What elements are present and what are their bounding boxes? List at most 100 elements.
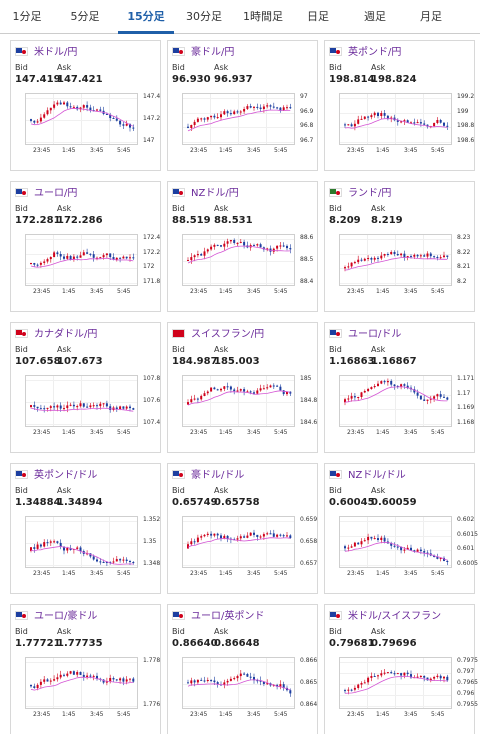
- pair-link[interactable]: ユーロ/英ポンド: [191, 611, 265, 622]
- mini-candlestick-chart[interactable]: [339, 234, 452, 286]
- pair-link[interactable]: スイスフラン/円: [191, 329, 265, 340]
- mini-candlestick-chart[interactable]: [182, 516, 295, 568]
- mini-candlestick-chart[interactable]: [182, 657, 295, 709]
- candle-body: [99, 257, 102, 259]
- mini-candlestick-chart[interactable]: [25, 234, 138, 286]
- rate-card[interactable]: ユーロ/豪ドル Bid Ask 1.77721 1.77735 1.778 1.7…: [10, 604, 161, 734]
- bid-label: Bid: [15, 627, 28, 636]
- candle-body: [239, 536, 242, 539]
- x-tick-label: 3:45: [90, 147, 104, 154]
- candle-body: [383, 113, 386, 116]
- candle-body: [403, 672, 406, 676]
- candle-body: [416, 254, 419, 257]
- pair-link[interactable]: カナダドル/円: [34, 329, 98, 340]
- tab-1[interactable]: 5分足: [70, 10, 100, 23]
- candle-body: [286, 535, 288, 537]
- candle-body: [92, 675, 95, 677]
- mini-candlestick-chart[interactable]: [182, 375, 295, 427]
- candle-body: [419, 395, 422, 400]
- gridline: [367, 376, 368, 426]
- candle-body: [115, 118, 118, 121]
- x-tick-label: 1:45: [62, 429, 76, 436]
- pair-link[interactable]: 豪ドル/ドル: [191, 470, 245, 481]
- y-tick-label: 0.796: [457, 690, 475, 697]
- pair-link[interactable]: NZドル/ドル: [348, 470, 406, 481]
- mini-candlestick-chart[interactable]: [339, 93, 452, 145]
- mini-candlestick-chart[interactable]: [339, 657, 452, 709]
- candle-body: [413, 550, 416, 552]
- mini-candlestick-chart[interactable]: [25, 375, 138, 427]
- tab-3[interactable]: 30分足: [186, 10, 222, 23]
- y-tick-label: 0.797: [457, 668, 475, 675]
- candle-body: [53, 406, 56, 408]
- pair-link[interactable]: 米ドル/円: [34, 47, 78, 58]
- candle-body: [96, 675, 98, 679]
- candle-body: [213, 680, 216, 683]
- rate-card[interactable]: 豪ドル/円 Bid Ask 96.930 96.937 97 96.9 96.8 96…: [167, 40, 318, 171]
- rate-card[interactable]: 米ドル/スイスフラン Bid Ask 0.79681 0.79696 0.797…: [324, 604, 478, 734]
- rate-card[interactable]: カナダドル/円 Bid Ask 107.658 107.673 107.8 107…: [10, 322, 161, 453]
- rate-card[interactable]: ユーロ/英ポンド Bid Ask 0.86640 0.86648 0.866 0.…: [167, 604, 318, 734]
- rate-card[interactable]: NZドル/ドル Bid Ask 0.60045 0.60059 0.602 0.6…: [324, 463, 478, 594]
- candle-body: [56, 102, 59, 105]
- y-tick-label: 0.865: [300, 679, 318, 686]
- pair-link[interactable]: 英ポンド/ドル: [34, 470, 98, 481]
- ca-flag-icon: [15, 329, 28, 338]
- tab-7[interactable]: 月足: [420, 10, 442, 23]
- candle-body: [109, 253, 112, 257]
- card-title: ユーロ/ドル: [329, 327, 401, 343]
- mini-candlestick-chart[interactable]: [25, 657, 138, 709]
- rate-card[interactable]: 英ポンド/ドル Bid Ask 1.34884 1.34894 1.352 1.3…: [10, 463, 161, 594]
- candle-body: [36, 544, 39, 549]
- candle-body: [390, 252, 393, 255]
- rate-card[interactable]: 米ドル/円 Bid Ask 147.419 147.421 147.4 147.2…: [10, 40, 161, 171]
- mini-candlestick-chart[interactable]: [182, 93, 295, 145]
- rate-card[interactable]: ランド/円 Bid Ask 8.209 8.219 8.23 8.22 8.21 8.…: [324, 181, 475, 312]
- tab-5[interactable]: 日足: [307, 10, 329, 23]
- x-tick-label: 3:45: [404, 570, 418, 577]
- rate-card[interactable]: ユーロ/ドル Bid Ask 1.16863 1.16867 1.171 1.17…: [324, 322, 475, 453]
- pair-link[interactable]: 英ポンド/円: [348, 47, 402, 58]
- rate-card[interactable]: NZドル/円 Bid Ask 88.519 88.531 88.6 88.5 88.…: [167, 181, 318, 312]
- card-title: 米ドル/円: [15, 45, 77, 61]
- pair-link[interactable]: ユーロ/豪ドル: [34, 611, 98, 622]
- pair-link[interactable]: ランド/円: [348, 188, 392, 199]
- card-title: カナダドル/円: [15, 327, 97, 343]
- candle-body: [125, 123, 128, 126]
- pair-link[interactable]: ユーロ/円: [34, 188, 78, 199]
- candle-body: [403, 384, 406, 386]
- tab-4[interactable]: 1時間足: [243, 10, 283, 23]
- mini-candlestick-chart[interactable]: [182, 234, 295, 286]
- candle-body: [276, 245, 279, 249]
- gridline: [266, 517, 267, 567]
- candle-body: [370, 258, 373, 260]
- rate-card[interactable]: 豪ドル/ドル Bid Ask 0.65749 0.65758 0.659 0.65…: [167, 463, 318, 594]
- pair-link[interactable]: 米ドル/スイスフラン: [348, 611, 442, 622]
- candle-body: [66, 405, 69, 409]
- rate-card[interactable]: 英ポンド/円 Bid Ask 198.814 198.824 199.2 199 1…: [324, 40, 475, 171]
- timeframe-tabs: 1分足 5分足 15分足 30分足 1時間足 日足 週足 月足: [0, 0, 480, 34]
- candle-body: [79, 107, 82, 110]
- candle-body: [279, 386, 282, 391]
- candle-body: [63, 256, 65, 259]
- pair-link[interactable]: NZドル/円: [191, 188, 239, 199]
- mini-candlestick-chart[interactable]: [339, 375, 452, 427]
- y-tick-label: 185: [300, 375, 312, 382]
- candle-body: [213, 387, 216, 390]
- pair-link[interactable]: ユーロ/ドル: [348, 329, 402, 340]
- bid-value: 1.77721: [15, 638, 61, 649]
- gridline: [238, 94, 239, 144]
- candle-body: [223, 386, 226, 389]
- candle-body: [363, 682, 366, 684]
- tab-6[interactable]: 週足: [364, 10, 386, 23]
- tab-2[interactable]: 15分足: [118, 0, 174, 34]
- mini-candlestick-chart[interactable]: [339, 516, 452, 568]
- mini-candlestick-chart[interactable]: [25, 516, 138, 568]
- y-tick-label: 107.4: [143, 419, 161, 426]
- candle-body: [370, 387, 373, 389]
- rate-card[interactable]: スイスフラン/円 Bid Ask 184.987 185.003 185 184.…: [167, 322, 318, 453]
- pair-link[interactable]: 豪ドル/円: [191, 47, 235, 58]
- mini-candlestick-chart[interactable]: [25, 93, 138, 145]
- rate-card[interactable]: ユーロ/円 Bid Ask 172.281 172.286 172.4 172.2…: [10, 181, 161, 312]
- tab-0[interactable]: 1分足: [12, 10, 42, 23]
